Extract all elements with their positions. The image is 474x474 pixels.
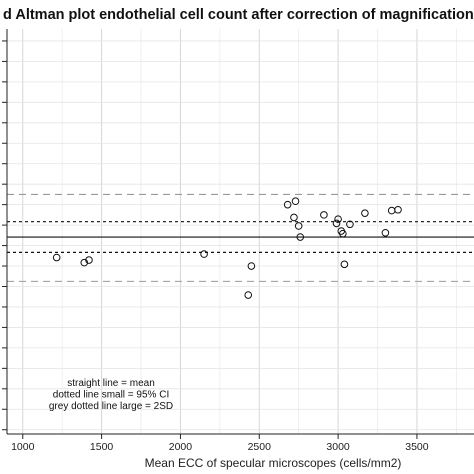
- x-axis-ticks: 1000 1500 2000 2500 3000 3500: [11, 434, 429, 453]
- data-point: [52, 253, 61, 262]
- data-point: [320, 211, 328, 219]
- data-point: [346, 220, 354, 229]
- data-point: [283, 200, 292, 209]
- x-tick-label: 3500: [405, 441, 429, 453]
- legend-line: dotted line small = 95% CI: [53, 390, 169, 401]
- data-point: [394, 205, 402, 214]
- x-tick-label: 2000: [169, 441, 193, 453]
- grid-lines: [7, 29, 474, 434]
- data-point: [296, 233, 305, 241]
- data-point: [340, 260, 349, 269]
- legend-line: straight line = mean: [67, 378, 155, 389]
- data-point: [291, 197, 300, 206]
- data-point: [294, 222, 303, 230]
- data-point: [200, 250, 208, 258]
- x-axis-label: Mean ECC of specular microscopes (cells/…: [145, 456, 402, 470]
- data-point: [244, 291, 253, 299]
- data-point: [361, 209, 369, 217]
- data-point: [334, 215, 342, 223]
- data-point: [85, 256, 93, 264]
- legend-line: grey dotted line large = 2SD: [49, 401, 173, 412]
- data-point: [332, 219, 341, 228]
- data-point: [290, 213, 298, 222]
- axes: [6, 29, 474, 435]
- data-point: [339, 229, 347, 238]
- x-tick-label: 2500: [248, 441, 272, 453]
- x-tick-label: 1000: [11, 441, 35, 453]
- reference-lines: [7, 193, 474, 282]
- y-axis-ticks: [2, 40, 7, 431]
- x-tick-label: 1500: [90, 441, 114, 453]
- data-points: [52, 197, 402, 299]
- x-tick-label: 3000: [326, 441, 350, 453]
- chart-title: d Altman plot endothelial cell count aft…: [3, 7, 474, 23]
- data-point: [381, 228, 390, 237]
- data-point: [247, 262, 256, 270]
